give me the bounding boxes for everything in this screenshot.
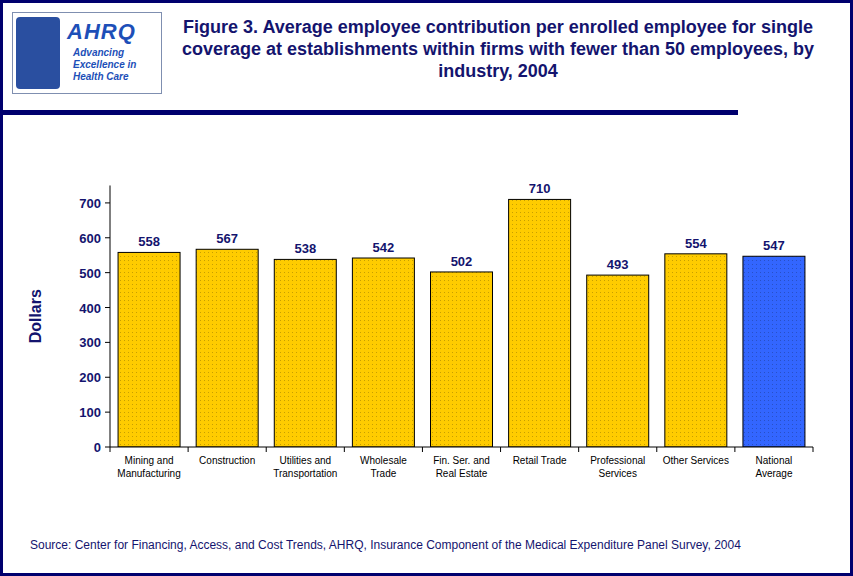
y-tick-label: 100 <box>79 405 101 420</box>
x-tick <box>422 447 423 452</box>
bar <box>352 258 414 447</box>
y-tick-label: 300 <box>79 335 101 350</box>
x-tick <box>734 447 735 452</box>
x-tick <box>578 447 579 452</box>
bar <box>274 259 336 447</box>
logo: AHRQ Advancing Excellence in Health Care <box>12 12 162 94</box>
x-tick-label: Utilities andTransportation <box>273 455 337 479</box>
x-tick <box>656 447 657 452</box>
y-tick <box>105 412 110 413</box>
y-tick <box>105 377 110 378</box>
y-tick-label: 500 <box>79 266 101 281</box>
y-tick-label: 200 <box>79 370 101 385</box>
logo-name: AHRQ <box>67 19 136 45</box>
x-tick-label: Mining andManufacturing <box>117 455 180 479</box>
data-label: 558 <box>138 234 160 249</box>
y-tick <box>105 342 110 343</box>
y-tick-label: 700 <box>79 196 101 211</box>
x-tick <box>813 447 814 452</box>
title: Figure 3. Average employee contribution … <box>178 16 818 82</box>
logo-tagline: Advancing Excellence in Health Care <box>73 47 155 83</box>
data-label: 538 <box>294 241 316 256</box>
data-label: 554 <box>685 236 707 251</box>
x-tick-label: Other Services <box>663 455 729 466</box>
x-tick <box>500 447 501 452</box>
y-tick <box>105 307 110 308</box>
data-label: 542 <box>373 240 395 255</box>
x-tick <box>344 447 345 452</box>
x-tick-label: WholesaleTrade <box>360 455 407 479</box>
x-tick-label: Construction <box>199 455 255 466</box>
bar <box>118 252 180 447</box>
page: AHRQ Advancing Excellence in Health Care… <box>0 0 853 576</box>
bar <box>431 272 493 447</box>
y-tick-label: 600 <box>79 231 101 246</box>
bar <box>196 249 258 447</box>
data-label: 502 <box>451 254 473 269</box>
y-axis-label: Dollars <box>27 289 44 343</box>
chart: Dollars 0 100 200 300 400 500 600 700 558 Mining a… <box>3 3 853 576</box>
header-rule <box>3 110 738 115</box>
data-label: 567 <box>216 231 238 246</box>
y-axis <box>110 185 111 447</box>
x-tick-label: Fin. Ser. andReal Estate <box>433 455 490 479</box>
data-label: 710 <box>529 181 551 196</box>
data-label: 547 <box>763 238 785 253</box>
y-tick <box>105 202 110 203</box>
bar <box>587 275 649 447</box>
y-tick <box>105 447 110 448</box>
y-tick-label: 400 <box>79 301 101 316</box>
bars <box>118 199 805 447</box>
x-tick-label: NationalAverage <box>755 455 793 479</box>
data-label: 493 <box>607 257 629 272</box>
bar <box>509 199 571 447</box>
x-tick <box>110 447 111 452</box>
x-axis <box>110 447 813 448</box>
bar <box>743 256 805 447</box>
x-tick <box>266 447 267 452</box>
y-tick <box>105 237 110 238</box>
x-tick-label: ProfessionalServices <box>590 455 645 479</box>
y-tick-label: 0 <box>94 440 101 455</box>
logo-seal <box>16 17 60 89</box>
y-tick <box>105 272 110 273</box>
source: Source: Center for Financing, Access, an… <box>30 538 741 552</box>
x-tick-label: Retail Trade <box>513 455 567 466</box>
bar <box>665 254 727 447</box>
x-tick <box>188 447 189 452</box>
